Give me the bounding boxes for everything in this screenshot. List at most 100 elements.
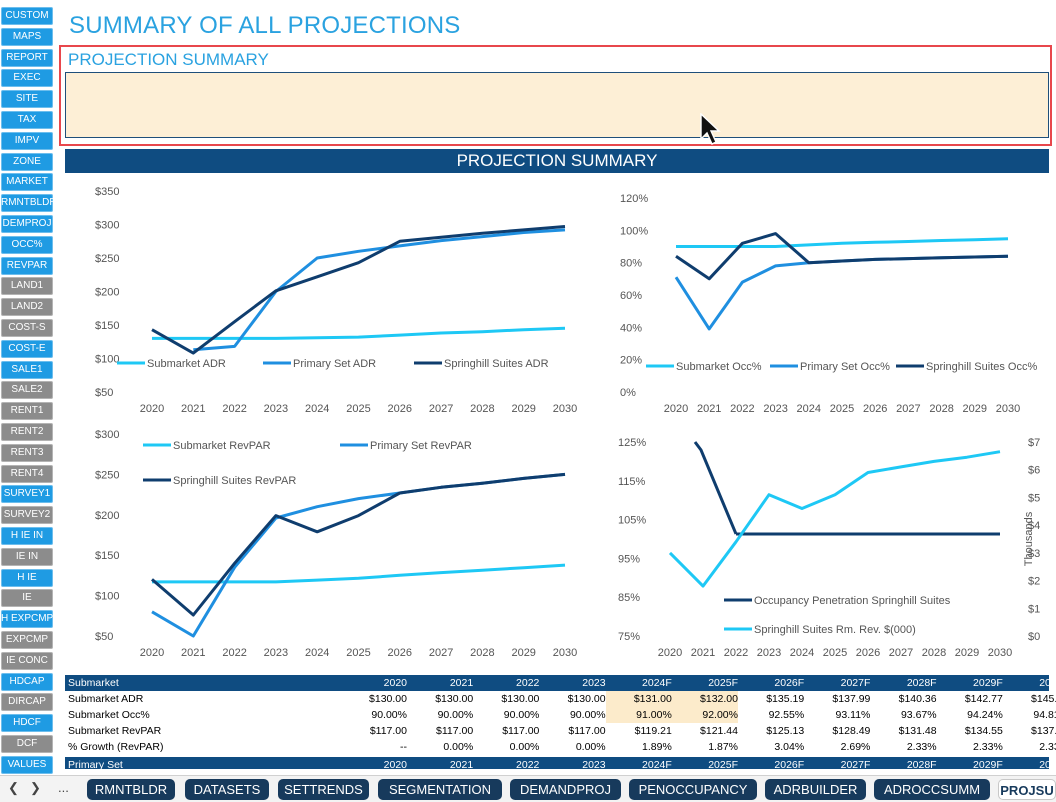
x-tick-label: 2026: [856, 647, 880, 659]
tab-scroll-right-icon[interactable]: ❯: [30, 780, 41, 795]
table-cell[interactable]: $132.00: [672, 691, 738, 707]
more-tabs-button[interactable]: ...: [58, 780, 69, 795]
table-cell[interactable]: $121.44: [700, 725, 738, 737]
table-cell[interactable]: $137.69: [1031, 725, 1056, 737]
table-cell[interactable]: $117.00: [502, 725, 540, 737]
table-cell[interactable]: 1.89%: [642, 741, 672, 753]
table-cell[interactable]: 93.11%: [835, 709, 871, 721]
tab-datasets[interactable]: DATASETS: [185, 779, 269, 800]
tab-settrends[interactable]: SETTRENDS: [278, 779, 369, 800]
table-cell[interactable]: 2.33%: [906, 741, 937, 753]
summary-input-cell[interactable]: [65, 72, 1049, 138]
tab-adroccsumm[interactable]: ADROCCSUMM: [874, 779, 990, 800]
table-cell[interactable]: $134.55: [964, 725, 1003, 737]
sidebar-item-dircap[interactable]: DIRCAP: [1, 693, 53, 712]
sidebar-item-rent1[interactable]: RENT1: [1, 402, 53, 421]
table-cell[interactable]: $117.00: [568, 725, 606, 737]
table-cell[interactable]: 0.00%: [509, 741, 540, 753]
sidebar-item-land2[interactable]: LAND2: [1, 298, 53, 317]
sidebar-item-rent3[interactable]: RENT3: [1, 443, 53, 462]
table-cell[interactable]: $145.23: [1031, 693, 1056, 705]
table-year-header: 2021: [449, 677, 474, 689]
sidebar-item-hdcap[interactable]: HDCAP: [1, 672, 53, 691]
sidebar-item-ie[interactable]: IE: [1, 589, 53, 608]
table-cell[interactable]: 90.00%: [569, 709, 606, 721]
table-cell[interactable]: 90.00%: [437, 709, 474, 721]
tab-penoccupancy[interactable]: PENOCCUPANCY: [629, 779, 757, 800]
table-cell[interactable]: 3.04%: [774, 741, 805, 753]
sidebar-item-report[interactable]: REPORT: [1, 48, 53, 67]
x-tick-label: 2020: [140, 647, 164, 659]
table-cell[interactable]: 94.81%: [1033, 709, 1056, 721]
table-cell[interactable]: $128.49: [832, 725, 871, 737]
table-cell[interactable]: 90.00%: [503, 709, 540, 721]
sidebar-item-impv[interactable]: IMPV: [1, 131, 53, 150]
y-tick-label: 40%: [620, 322, 642, 334]
table-cell[interactable]: $117.00: [369, 725, 407, 737]
sidebar-item-rent4[interactable]: RENT4: [1, 464, 53, 483]
table-cell[interactable]: $142.77: [964, 693, 1003, 705]
table-cell[interactable]: $125.13: [766, 725, 805, 737]
table-year-header: 2026F: [774, 759, 805, 769]
sidebar-item-survey1[interactable]: SURVEY1: [1, 485, 53, 504]
page-title: SUMMARY OF ALL PROJECTIONS: [69, 12, 461, 39]
tab-demandproj[interactable]: DEMANDPROJ: [510, 779, 621, 800]
table-cell[interactable]: --: [400, 741, 407, 753]
sidebar-item-cost-e[interactable]: COST-E: [1, 339, 53, 358]
table-cell[interactable]: 91.00%: [605, 707, 672, 723]
sidebar-item-sale1[interactable]: SALE1: [1, 360, 53, 379]
table-cell[interactable]: 2.33%: [1039, 741, 1056, 753]
table-cell[interactable]: 93.67%: [900, 709, 937, 721]
table-cell[interactable]: $131.48: [898, 725, 937, 737]
sidebar-item-demproj[interactable]: DEMPROJ: [1, 215, 53, 233]
table-cell[interactable]: 0.00%: [575, 741, 606, 753]
table-cell[interactable]: 1.87%: [708, 741, 738, 753]
table-cell[interactable]: 2.69%: [840, 741, 871, 753]
table-cell[interactable]: 90.00%: [371, 709, 407, 721]
tab-projsu[interactable]: PROJSU: [998, 779, 1056, 800]
sidebar-item-zone[interactable]: ZONE: [1, 152, 53, 171]
sidebar-item-h-ie-in[interactable]: H IE IN: [1, 527, 53, 545]
table-cell[interactable]: $130.00: [435, 693, 474, 705]
sidebar-item-values[interactable]: VALUES: [1, 755, 53, 774]
sidebar-item-tax[interactable]: TAX: [1, 111, 53, 129]
sidebar-item-rmntbldr[interactable]: RMNTBLDR: [1, 194, 53, 213]
sidebar-item-dcf[interactable]: DCF: [1, 735, 53, 753]
sidebar-item-custom[interactable]: CUSTOM: [1, 7, 53, 25]
table-cell[interactable]: $131.00: [605, 691, 672, 707]
sidebar-item-cost-s[interactable]: COST-S: [1, 319, 53, 337]
table-cell[interactable]: $140.36: [898, 693, 937, 705]
sidebar-item-site[interactable]: SITE: [1, 90, 53, 109]
sidebar-item-h-ie[interactable]: H IE: [1, 568, 53, 587]
sidebar-item-ie-conc[interactable]: IE CONC: [1, 651, 53, 670]
table-cell[interactable]: 92.55%: [768, 709, 805, 721]
table-cell[interactable]: 92.00%: [672, 707, 738, 723]
table-cell[interactable]: $130.00: [501, 693, 540, 705]
sidebar-item-revpar[interactable]: REVPAR: [1, 256, 53, 275]
table-cell[interactable]: $117.00: [436, 725, 474, 737]
table-cell[interactable]: 94.24%: [967, 709, 1003, 721]
tab-rmntbldr[interactable]: RMNTBLDR: [87, 779, 175, 800]
tab-segmentation[interactable]: SEGMENTATION: [378, 779, 502, 800]
sidebar-item-land1[interactable]: LAND1: [1, 277, 53, 296]
sidebar-item-ie-in[interactable]: IE IN: [1, 547, 53, 566]
tab-adrbuilder[interactable]: ADRBUILDER: [765, 779, 866, 800]
sidebar-item-market[interactable]: MARKET: [1, 173, 53, 192]
sidebar-item-rent2[interactable]: RENT2: [1, 423, 53, 441]
sidebar-item-survey2[interactable]: SURVEY2: [1, 506, 53, 525]
sidebar-item-occ[interactable]: OCC%: [1, 235, 53, 254]
sidebar-item-exec[interactable]: EXEC: [1, 69, 53, 88]
sidebar-item-hdcf[interactable]: HDCF: [1, 714, 53, 733]
table-cell[interactable]: $130.00: [369, 693, 407, 705]
sidebar-item-maps[interactable]: MAPS: [1, 27, 53, 46]
table-cell[interactable]: $130.00: [567, 693, 606, 705]
table-cell[interactable]: $135.19: [766, 693, 805, 705]
table-cell[interactable]: $119.21: [634, 725, 672, 737]
sidebar-item-sale2[interactable]: SALE2: [1, 381, 53, 400]
table-cell[interactable]: $137.99: [832, 693, 871, 705]
sidebar-item-expcmp[interactable]: EXPCMP: [1, 631, 53, 649]
sidebar-item-h-expcmp[interactable]: H EXPCMP: [1, 610, 53, 629]
table-cell[interactable]: 0.00%: [443, 741, 474, 753]
table-cell[interactable]: 2.33%: [973, 741, 1003, 753]
tab-scroll-left-icon[interactable]: ❮: [8, 780, 19, 795]
